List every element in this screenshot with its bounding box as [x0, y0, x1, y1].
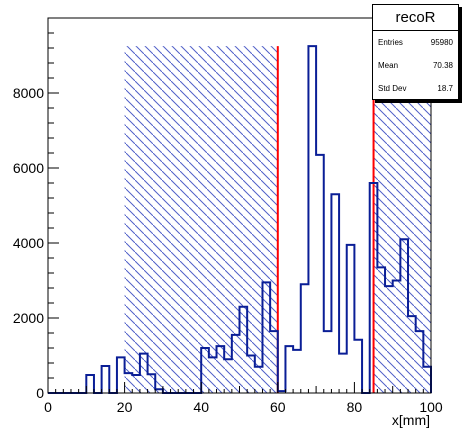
- stats-row-mean: Mean 70.38: [373, 54, 458, 77]
- stats-label: Std Dev: [378, 84, 407, 93]
- y-tick-label: 4000: [13, 235, 44, 251]
- cut-lines: [276, 46, 375, 393]
- stats-label: Entries: [378, 38, 403, 47]
- x-tick-label: 40: [193, 399, 209, 415]
- stats-label: Mean: [378, 61, 399, 70]
- stats-row-entries: Entries 95980: [373, 31, 458, 54]
- x-tick-label: 60: [270, 399, 286, 415]
- y-tick-label: 2000: [13, 310, 44, 326]
- x-tick-label: 80: [347, 399, 363, 415]
- y-tick-label: 8000: [13, 85, 44, 101]
- hatched-region: [124, 46, 278, 393]
- stats-title: recoR: [373, 5, 458, 31]
- x-tick-label: 100: [419, 399, 443, 415]
- stats-value: 70.38: [432, 61, 453, 70]
- stats-value: 95980: [430, 38, 453, 47]
- y-tick-label: 0: [36, 385, 44, 401]
- y-tick-label: 6000: [13, 160, 44, 176]
- hatched-region: [373, 46, 431, 393]
- histogram-series-line: [48, 45, 432, 394]
- x-axis-label: x[mm]: [392, 412, 430, 428]
- stats-row-stddev: Std Dev 18.7: [373, 77, 458, 100]
- x-tick-label: 0: [44, 399, 52, 415]
- stats-box: recoR Entries 95980 Mean 70.38 Std Dev 1…: [372, 4, 459, 100]
- axis-ticks: 0 20 40 60 80 100 0 2000 4000 6000 8000: [13, 32, 443, 415]
- hatched-regions: [124, 46, 431, 393]
- x-tick-label: 20: [117, 399, 133, 415]
- stats-value: 18.7: [437, 84, 453, 93]
